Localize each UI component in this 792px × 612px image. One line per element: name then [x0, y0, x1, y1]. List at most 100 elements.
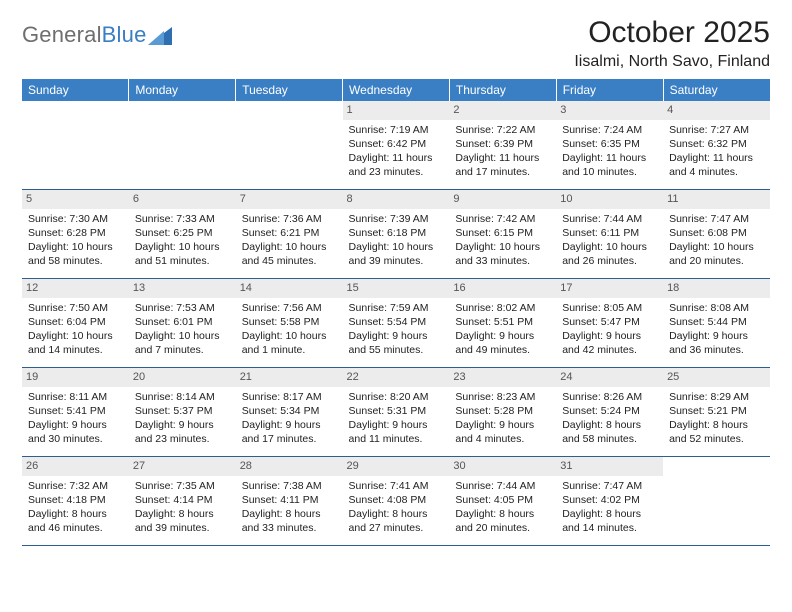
sunset-text: Sunset: 5:41 PM	[28, 404, 123, 418]
daylight-text: Daylight: 11 hours	[349, 151, 444, 165]
day-number: 13	[129, 279, 236, 298]
daylight-text: Daylight: 11 hours	[455, 151, 550, 165]
day-cell	[129, 101, 236, 190]
daylight-text: Daylight: 9 hours	[349, 418, 444, 432]
weekday-header: Thursday	[449, 79, 556, 101]
week-row: 1Sunrise: 7:19 AMSunset: 6:42 PMDaylight…	[22, 101, 770, 190]
daylight-text: Daylight: 9 hours	[349, 329, 444, 343]
sunset-text: Sunset: 5:34 PM	[242, 404, 337, 418]
sunset-text: Sunset: 6:21 PM	[242, 226, 337, 240]
day-number: 14	[236, 279, 343, 298]
day-cell: 5Sunrise: 7:30 AMSunset: 6:28 PMDaylight…	[22, 190, 129, 279]
daylight-text: Daylight: 8 hours	[562, 507, 657, 521]
sunset-text: Sunset: 6:11 PM	[562, 226, 657, 240]
calendar-table: Sunday Monday Tuesday Wednesday Thursday…	[22, 79, 770, 546]
sunrise-text: Sunrise: 7:36 AM	[242, 212, 337, 226]
sunset-text: Sunset: 6:39 PM	[455, 137, 550, 151]
day-cell: 11Sunrise: 7:47 AMSunset: 6:08 PMDayligh…	[663, 190, 770, 279]
day-number: 22	[343, 368, 450, 387]
sunrise-text: Sunrise: 7:44 AM	[455, 479, 550, 493]
day-number	[129, 101, 236, 120]
week-row: 26Sunrise: 7:32 AMSunset: 4:18 PMDayligh…	[22, 457, 770, 546]
daylight-text: and 30 minutes.	[28, 432, 123, 446]
day-cell: 26Sunrise: 7:32 AMSunset: 4:18 PMDayligh…	[22, 457, 129, 546]
day-cell: 19Sunrise: 8:11 AMSunset: 5:41 PMDayligh…	[22, 368, 129, 457]
sunrise-text: Sunrise: 7:22 AM	[455, 123, 550, 137]
day-number: 5	[22, 190, 129, 209]
sunset-text: Sunset: 5:58 PM	[242, 315, 337, 329]
sunset-text: Sunset: 4:14 PM	[135, 493, 230, 507]
day-number: 25	[663, 368, 770, 387]
daylight-text: Daylight: 9 hours	[669, 329, 764, 343]
daylight-text: and 33 minutes.	[242, 521, 337, 535]
sunset-text: Sunset: 4:02 PM	[562, 493, 657, 507]
day-number: 23	[449, 368, 556, 387]
day-cell: 29Sunrise: 7:41 AMSunset: 4:08 PMDayligh…	[343, 457, 450, 546]
daylight-text: and 33 minutes.	[455, 254, 550, 268]
daylight-text: Daylight: 8 hours	[349, 507, 444, 521]
daylight-text: Daylight: 8 hours	[135, 507, 230, 521]
sunrise-text: Sunrise: 7:38 AM	[242, 479, 337, 493]
day-number: 28	[236, 457, 343, 476]
sunrise-text: Sunrise: 7:27 AM	[669, 123, 764, 137]
sunrise-text: Sunrise: 8:08 AM	[669, 301, 764, 315]
daylight-text: and 23 minutes.	[135, 432, 230, 446]
daylight-text: Daylight: 8 hours	[669, 418, 764, 432]
daylight-text: Daylight: 11 hours	[562, 151, 657, 165]
sunrise-text: Sunrise: 8:17 AM	[242, 390, 337, 404]
sunrise-text: Sunrise: 8:14 AM	[135, 390, 230, 404]
day-number: 3	[556, 101, 663, 120]
sunrise-text: Sunrise: 7:42 AM	[455, 212, 550, 226]
sunset-text: Sunset: 4:05 PM	[455, 493, 550, 507]
sunrise-text: Sunrise: 8:05 AM	[562, 301, 657, 315]
daylight-text: and 1 minute.	[242, 343, 337, 357]
daylight-text: Daylight: 10 hours	[242, 240, 337, 254]
sunset-text: Sunset: 6:35 PM	[562, 137, 657, 151]
sunset-text: Sunset: 6:01 PM	[135, 315, 230, 329]
day-number: 1	[343, 101, 450, 120]
day-cell: 24Sunrise: 8:26 AMSunset: 5:24 PMDayligh…	[556, 368, 663, 457]
daylight-text: Daylight: 10 hours	[28, 329, 123, 343]
sunrise-text: Sunrise: 8:02 AM	[455, 301, 550, 315]
sunset-text: Sunset: 5:21 PM	[669, 404, 764, 418]
daylight-text: Daylight: 9 hours	[135, 418, 230, 432]
daylight-text: and 49 minutes.	[455, 343, 550, 357]
sunrise-text: Sunrise: 7:47 AM	[669, 212, 764, 226]
sunrise-text: Sunrise: 7:24 AM	[562, 123, 657, 137]
day-cell	[663, 457, 770, 546]
day-number: 10	[556, 190, 663, 209]
day-number: 6	[129, 190, 236, 209]
day-cell: 28Sunrise: 7:38 AMSunset: 4:11 PMDayligh…	[236, 457, 343, 546]
day-cell: 2 Sunrise: 7:22 AMSunset: 6:39 PMDaylight…	[449, 101, 556, 190]
day-cell: 8Sunrise: 7:39 AMSunset: 6:18 PMDaylight…	[343, 190, 450, 279]
week-row: 12Sunrise: 7:50 AMSunset: 6:04 PMDayligh…	[22, 279, 770, 368]
day-cell: 3 Sunrise: 7:24 AMSunset: 6:35 PMDaylight…	[556, 101, 663, 190]
day-number: 30	[449, 457, 556, 476]
sunrise-text: Sunrise: 7:47 AM	[562, 479, 657, 493]
day-cell: 25Sunrise: 8:29 AMSunset: 5:21 PMDayligh…	[663, 368, 770, 457]
sunrise-text: Sunrise: 7:53 AM	[135, 301, 230, 315]
day-cell: 16Sunrise: 8:02 AMSunset: 5:51 PMDayligh…	[449, 279, 556, 368]
daylight-text: and 4 minutes.	[455, 432, 550, 446]
sunrise-text: Sunrise: 7:35 AM	[135, 479, 230, 493]
daylight-text: and 58 minutes.	[562, 432, 657, 446]
day-cell: 20Sunrise: 8:14 AMSunset: 5:37 PMDayligh…	[129, 368, 236, 457]
logo-text-blue: Blue	[102, 22, 147, 47]
week-row: 19Sunrise: 8:11 AMSunset: 5:41 PMDayligh…	[22, 368, 770, 457]
daylight-text: and 17 minutes.	[242, 432, 337, 446]
daylight-text: and 20 minutes.	[455, 521, 550, 535]
location: Iisalmi, North Savo, Finland	[574, 53, 770, 71]
daylight-text: and 39 minutes.	[349, 254, 444, 268]
sunset-text: Sunset: 4:08 PM	[349, 493, 444, 507]
sunrise-text: Sunrise: 7:39 AM	[349, 212, 444, 226]
day-cell: 21Sunrise: 8:17 AMSunset: 5:34 PMDayligh…	[236, 368, 343, 457]
daylight-text: and 39 minutes.	[135, 521, 230, 535]
day-cell: 4Sunrise: 7:27 AMSunset: 6:32 PMDaylight…	[663, 101, 770, 190]
day-number: 26	[22, 457, 129, 476]
day-number: 31	[556, 457, 663, 476]
daylight-text: Daylight: 9 hours	[455, 418, 550, 432]
day-number: 2	[449, 101, 556, 120]
daylight-text: and 11 minutes.	[349, 432, 444, 446]
sunset-text: Sunset: 6:15 PM	[455, 226, 550, 240]
sunrise-text: Sunrise: 7:56 AM	[242, 301, 337, 315]
